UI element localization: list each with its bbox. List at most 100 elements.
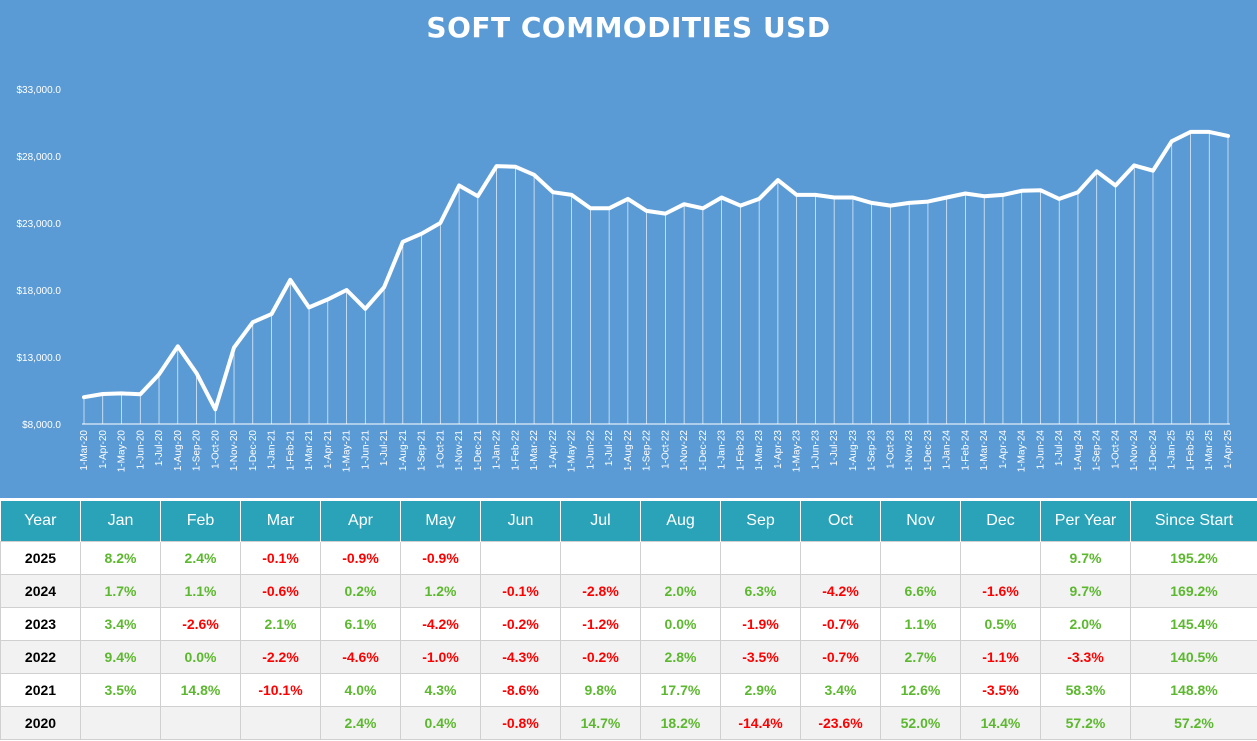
return-cell: -10.1%: [240, 673, 321, 707]
column-header: Apr: [320, 501, 401, 542]
data-point: [438, 221, 442, 225]
x-tick-label: 1-Mar-24: [979, 430, 990, 471]
year-cell: 2020: [0, 706, 81, 740]
return-cell: -3.5%: [960, 673, 1041, 707]
return-cell: 57.2%: [1040, 706, 1131, 740]
return-cell: 1.1%: [160, 574, 241, 608]
return-cell: -0.9%: [400, 541, 481, 575]
return-cell: 57.2%: [1130, 706, 1257, 740]
x-tick-label: 1-Nov-23: [904, 430, 915, 472]
return-cell: -4.6%: [320, 640, 401, 674]
x-tick-label: 1-May-23: [792, 430, 803, 473]
x-tick-label: 1-Apr-20: [98, 430, 109, 469]
data-point: [382, 285, 386, 289]
return-cell: -0.2%: [480, 607, 561, 641]
x-tick-label: 1-Aug-24: [1073, 430, 1084, 472]
data-point: [907, 201, 911, 205]
data-point: [776, 178, 780, 182]
return-cell: [560, 541, 641, 575]
x-tick-label: 1-May-22: [567, 430, 578, 473]
data-point: [138, 392, 142, 396]
line-chart: $8,000.0 $13,000.0 $18,000.0 $23,000.0 $28,0…: [17, 85, 1235, 473]
return-cell: 9.4%: [80, 640, 161, 674]
data-point: [870, 201, 874, 205]
return-cell: 14.7%: [560, 706, 641, 740]
return-cell: 9.7%: [1040, 541, 1131, 575]
x-tick-label: 1-Jul-24: [1054, 430, 1065, 467]
data-point: [1001, 193, 1005, 197]
data-point: [813, 193, 817, 197]
year-cell: 2022: [0, 640, 81, 674]
return-cell: 14.8%: [160, 673, 241, 707]
column-header: Jan: [80, 501, 161, 542]
x-tick-label: 1-Dec-22: [698, 430, 709, 472]
table-row: 2023 3.4% -2.6% 2.1% 6.1% -4.2% -0.2% -1.2% 0.0%…: [0, 607, 1257, 641]
column-header: Feb: [160, 501, 241, 542]
series-line: [82, 129, 1230, 412]
x-tick-label: 1-Sep-24: [1092, 430, 1103, 472]
return-cell: 6.3%: [720, 574, 801, 608]
data-point: [588, 206, 592, 210]
return-cell: -23.6%: [800, 706, 881, 740]
x-tick-label: 1-Oct-23: [885, 430, 896, 469]
chart-area: SOFT COMMODITIES USD $8,000.0 $13,000.0 $1…: [0, 0, 1257, 498]
year-cell: 2024: [0, 574, 81, 608]
return-cell: -2.2%: [240, 640, 321, 674]
return-cell: 9.8%: [560, 673, 641, 707]
x-tick-label: 1-May-24: [1017, 430, 1028, 473]
return-cell: [960, 541, 1041, 575]
x-tick-label: 1-Mar-25: [1204, 430, 1215, 471]
x-tick-label: 1-Jun-23: [810, 430, 821, 470]
x-tick-label: 1-Feb-24: [960, 430, 971, 471]
x-tick-label: 1-Feb-21: [285, 430, 296, 471]
column-header: Since Start: [1130, 501, 1257, 542]
return-cell: 145.4%: [1130, 607, 1257, 641]
return-cell: 3.5%: [80, 673, 161, 707]
y-tick-label: $28,000.0: [17, 152, 62, 163]
return-cell: 2.4%: [160, 541, 241, 575]
return-cell: [80, 706, 161, 740]
x-tick-label: 1-Dec-23: [923, 430, 934, 472]
x-tick-label: 1-Dec-20: [248, 430, 259, 472]
data-point: [532, 173, 536, 177]
x-tick-label: 1-Nov-24: [1129, 430, 1140, 472]
return-cell: -1.1%: [960, 640, 1041, 674]
data-point: [1057, 197, 1061, 201]
x-tick-label: 1-Sep-21: [417, 430, 428, 472]
x-tick-label: 1-Apr-21: [323, 430, 334, 469]
return-cell: -0.6%: [240, 574, 321, 608]
return-cell: -1.0%: [400, 640, 481, 674]
return-cell: 6.1%: [320, 607, 401, 641]
data-point: [288, 278, 292, 282]
table-header-row: Year Jan Feb Mar Apr May Jun Jul Aug Sep Oct Nov Dec…: [0, 501, 1257, 542]
year-cell: 2021: [0, 673, 81, 707]
x-tick-label: 1-Jul-22: [604, 430, 615, 467]
return-cell: 169.2%: [1130, 574, 1257, 608]
column-header: Year: [0, 501, 81, 542]
return-cell: [480, 541, 561, 575]
data-point: [1170, 139, 1174, 143]
data-point: [888, 204, 892, 208]
column-header: Aug: [640, 501, 721, 542]
return-cell: 4.0%: [320, 673, 401, 707]
return-cell: 58.3%: [1040, 673, 1131, 707]
data-point: [795, 193, 799, 197]
return-cell: 0.5%: [960, 607, 1041, 641]
x-tick-label: 1-Oct-20: [210, 430, 221, 469]
data-point: [607, 206, 611, 210]
return-cell: 8.2%: [80, 541, 161, 575]
data-point: [232, 346, 236, 350]
data-point: [626, 197, 630, 201]
table-row: 2024 1.7% 1.1% -0.6% 0.2% 1.2% -0.1% -2.8% 2.0% 6…: [0, 574, 1257, 608]
x-tick-label: 1-May-20: [117, 430, 128, 473]
table-body: 2025 8.2% 2.4% -0.1% -0.9% -0.9% 9.7% 195.2% 202…: [0, 541, 1257, 740]
data-point: [326, 297, 330, 301]
data-point: [101, 392, 105, 396]
return-cell: -0.1%: [240, 541, 321, 575]
data-point: [1151, 169, 1155, 173]
x-tick-label: 1-Jan-24: [942, 430, 953, 470]
data-point: [645, 209, 649, 213]
return-cell: 17.7%: [640, 673, 721, 707]
data-point: [1207, 130, 1211, 134]
return-cell: [160, 706, 241, 740]
